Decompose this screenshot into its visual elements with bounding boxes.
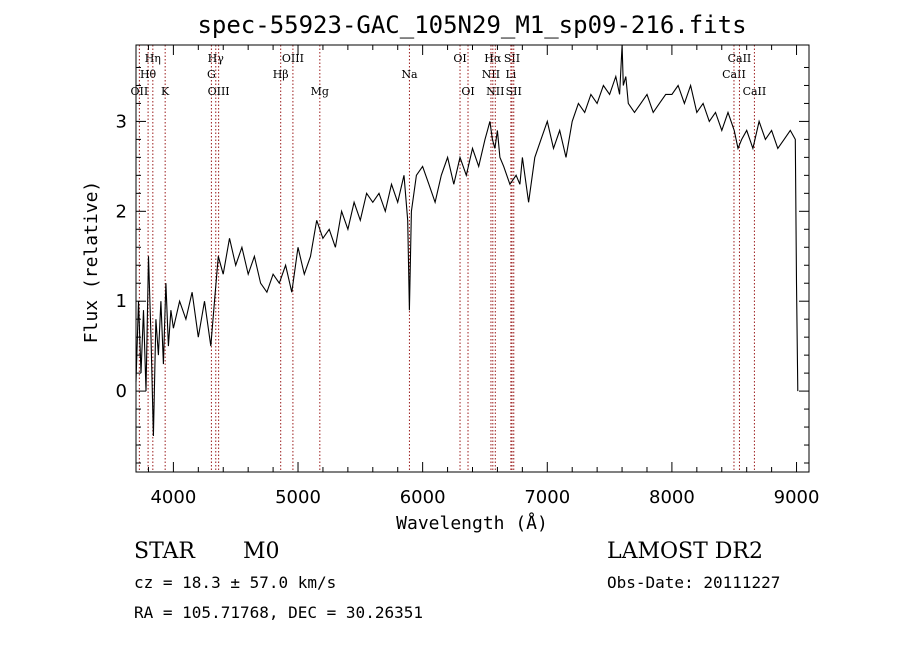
x-tick-label: 5000 (275, 487, 321, 508)
spectral-line-label: Li (505, 68, 516, 81)
spectral-line-label: Hθ (140, 68, 157, 81)
spectral-line-label: CaII (728, 52, 752, 65)
spectral-line-label: G (207, 68, 216, 81)
spectral-line-label: K (161, 85, 170, 98)
plot-frame (135, 44, 810, 473)
spectral-line-label: Hα (484, 52, 502, 65)
x-axis-label: Wavelength (Å) (396, 512, 548, 534)
redshift-info: cz = 18.3 ± 57.0 km/s (134, 573, 337, 592)
spectral-line-label: OIII (208, 85, 230, 98)
spectral-line-label: OII (131, 85, 149, 98)
obs-date: Obs-Date: 20111227 (607, 573, 781, 592)
spectral-line-markers: OIIHηHθKGHγOIIIHβOIIIMgNaOIOINIIHαNIISII… (131, 45, 767, 472)
x-tick-label: 7000 (524, 487, 570, 508)
axis-ticks: 4000 5000 6000 7000 8000 9000 0 1 2 3 (116, 45, 820, 508)
chart-title: spec-55923-GAC_105N29_M1_sp09-216.fits (197, 11, 746, 39)
spectral-line-label: SII (504, 52, 520, 65)
spectrum-series-line (135, 44, 799, 437)
y-axis-label: Flux (relative) (81, 181, 102, 344)
x-tick-label: 9000 (774, 487, 820, 508)
y-tick-label: 3 (116, 111, 127, 132)
x-tick-label: 6000 (400, 487, 446, 508)
spectral-line-label: Hη (145, 52, 161, 65)
x-tick-label: 4000 (150, 487, 196, 508)
spectral-line-label: Na (401, 68, 418, 81)
spectral-line-label: OIII (282, 52, 304, 65)
spectral-line-label: Hβ (273, 68, 289, 81)
spectral-line-label: Mg (311, 85, 329, 98)
object-class: STAR (134, 539, 195, 564)
spectral-line-label: SII (506, 85, 522, 98)
spectral-line-label: CaII (743, 85, 767, 98)
y-tick-label: 1 (116, 291, 127, 312)
object-subclass: M0 (243, 539, 280, 564)
survey-label: LAMOST DR2 (607, 539, 763, 564)
coordinates: RA = 105.71768, DEC = 30.26351 (134, 603, 423, 622)
spectral-line-label: NII (486, 85, 504, 98)
y-tick-label: 2 (116, 201, 127, 222)
spectral-line-label: NII (482, 68, 500, 81)
spectral-line-label: CaII (722, 68, 746, 81)
spectral-line-label: Hγ (208, 52, 225, 65)
y-tick-label: 0 (116, 381, 127, 402)
spectral-line-label: OI (453, 52, 466, 65)
spectral-line-label: OI (461, 85, 474, 98)
x-tick-label: 8000 (649, 487, 695, 508)
